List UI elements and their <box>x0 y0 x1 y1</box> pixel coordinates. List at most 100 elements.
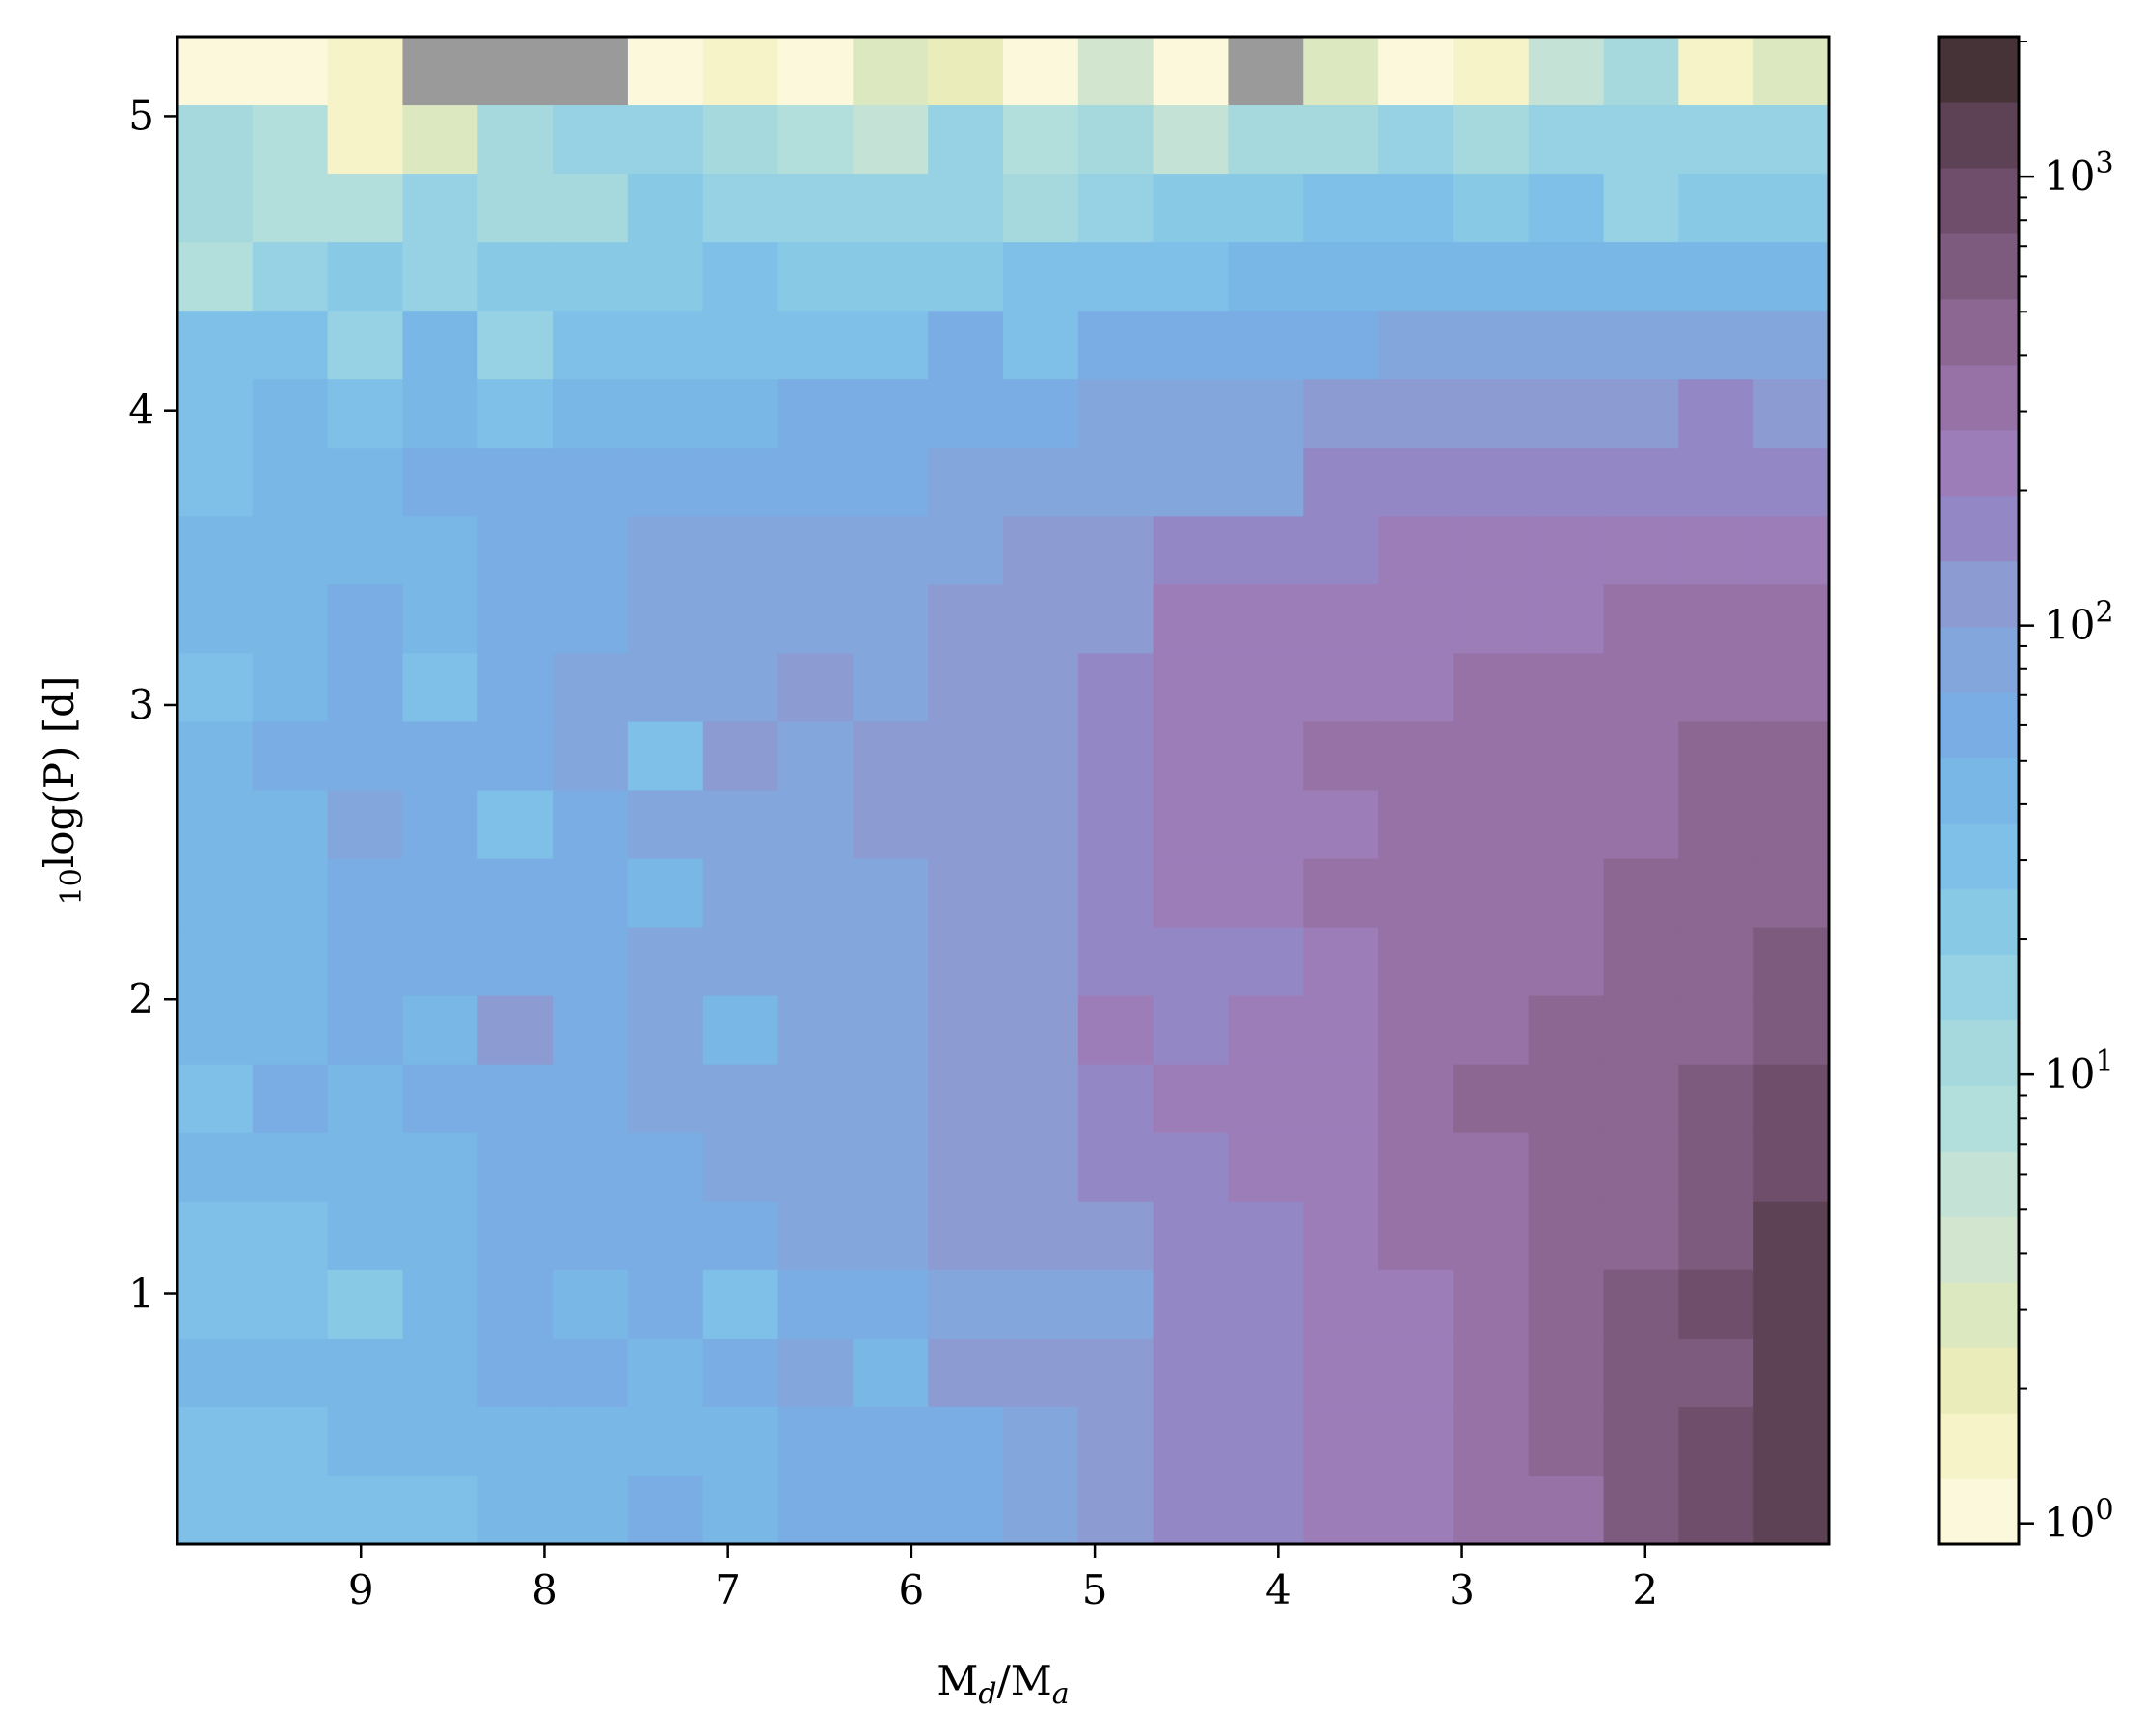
heatmap-cell <box>1453 1201 1530 1271</box>
colorbar-band <box>1939 429 2019 497</box>
heatmap-cell <box>777 1132 854 1203</box>
heatmap-cell <box>402 1406 478 1477</box>
heatmap-cell <box>1528 653 1605 723</box>
heatmap-cell <box>928 516 1004 585</box>
heatmap-cell <box>853 1269 929 1340</box>
heatmap-cell <box>1153 174 1230 243</box>
heatmap-cell <box>1153 584 1230 655</box>
heatmap-cell <box>1003 1132 1079 1203</box>
heatmap-cell <box>777 242 854 312</box>
heatmap-cell <box>1528 516 1605 585</box>
heatmap-cell <box>853 927 929 997</box>
x-tick-label: 7 <box>715 1566 741 1614</box>
heatmap-cell <box>777 858 854 929</box>
heatmap-cell <box>627 790 704 860</box>
heatmap-cell <box>402 790 478 860</box>
heatmap-cell <box>1528 448 1605 517</box>
heatmap-cell <box>1077 105 1154 175</box>
heatmap-cell <box>327 1201 404 1271</box>
heatmap-cell <box>177 37 254 106</box>
heatmap-cell <box>702 448 779 517</box>
heatmap-cell <box>402 721 478 792</box>
heatmap-cell <box>1378 584 1454 655</box>
heatmap-cell <box>1077 516 1154 585</box>
heatmap-cell <box>1003 311 1079 380</box>
colorbar-tick-label: 101 <box>2044 1044 2114 1098</box>
heatmap-cell <box>1528 174 1605 243</box>
heatmap-cell <box>477 584 554 655</box>
heatmap-cell <box>477 721 554 792</box>
heatmap-cell <box>1153 721 1230 792</box>
heatmap-cell <box>627 858 704 929</box>
heatmap-cell <box>1603 927 1679 997</box>
heatmap-cell <box>1678 721 1754 792</box>
heatmap-cell <box>177 1201 254 1271</box>
heatmap-cell <box>853 584 929 655</box>
colorbar-band <box>1939 1216 2019 1283</box>
heatmap-cell <box>1303 1406 1379 1477</box>
heatmap-cell <box>1753 1406 1830 1477</box>
heatmap-cell <box>252 174 329 243</box>
heatmap-cell <box>1378 1064 1454 1134</box>
colorbar-band <box>1939 1413 2019 1479</box>
heatmap-cell <box>1378 379 1454 448</box>
heatmap-cell <box>1003 174 1079 243</box>
heatmap-cell <box>1378 858 1454 929</box>
heatmap-cell <box>702 858 779 929</box>
heatmap-cell <box>252 721 329 792</box>
heatmap-cell <box>1603 858 1679 929</box>
x-tick-label: 2 <box>1632 1566 1658 1614</box>
heatmap-cell <box>1678 1132 1754 1203</box>
colorbar-band <box>1939 823 2019 890</box>
heatmap-cell <box>1303 242 1379 312</box>
heatmap-cell <box>477 927 554 997</box>
colorbar-band <box>1939 101 2019 169</box>
heatmap-cell <box>777 1201 854 1271</box>
heatmap-cell <box>1077 653 1154 723</box>
heatmap-cell <box>1077 721 1154 792</box>
heatmap-cell <box>553 1201 629 1271</box>
heatmap-cell <box>627 37 704 106</box>
heatmap-cell <box>1528 790 1605 860</box>
heatmap-cell <box>327 516 404 585</box>
heatmap-cell <box>1077 1475 1154 1545</box>
heatmap-cell <box>1303 995 1379 1066</box>
heatmap-cell <box>1077 1406 1154 1477</box>
heatmap-cell <box>627 174 704 243</box>
heatmap-cell <box>1678 105 1754 175</box>
colorbar-band <box>1939 495 2019 562</box>
heatmap-cell <box>928 1064 1004 1134</box>
heatmap-cell <box>1153 37 1230 106</box>
x-tick-label: 4 <box>1265 1566 1291 1614</box>
heatmap-cell <box>402 174 478 243</box>
heatmap-cell <box>327 927 404 997</box>
heatmap-cell <box>1303 448 1379 517</box>
heatmap-cell <box>1303 1132 1379 1203</box>
heatmap-cell <box>1678 1064 1754 1134</box>
heatmap-cell <box>477 995 554 1066</box>
heatmap-cell <box>252 37 329 106</box>
colorbar-band <box>1939 232 2019 300</box>
heatmap-cell <box>402 1269 478 1340</box>
heatmap-cell <box>627 105 704 175</box>
heatmap-cell <box>1153 995 1230 1066</box>
heatmap-cell <box>252 1475 329 1545</box>
heatmap-cell <box>327 995 404 1066</box>
heatmap-cell <box>1678 379 1754 448</box>
heatmap-cell <box>553 311 629 380</box>
heatmap-cell <box>627 1406 704 1477</box>
heatmap-cell <box>177 584 254 655</box>
heatmap-cell <box>1528 1475 1605 1545</box>
colorbar-tick-label: 102 <box>2044 596 2114 649</box>
heatmap-cell <box>1003 37 1079 106</box>
heatmap-cell <box>1678 242 1754 312</box>
x-tick-label: 8 <box>531 1566 557 1614</box>
heatmap-cell <box>1228 721 1304 792</box>
heatmap-cell <box>553 174 629 243</box>
heatmap-cell <box>1003 1269 1079 1340</box>
heatmap-cell <box>1077 1338 1154 1408</box>
heatmap-cell <box>1003 516 1079 585</box>
heatmap-cell <box>1678 927 1754 997</box>
heatmap-cell <box>627 242 704 312</box>
